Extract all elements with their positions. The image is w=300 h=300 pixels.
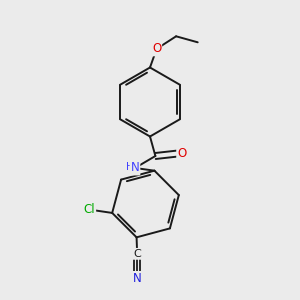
Text: H: H [126,162,134,172]
Text: Cl: Cl [84,203,95,216]
Text: N: N [133,272,142,285]
Text: N: N [130,161,140,175]
Text: C: C [133,249,141,259]
Text: O: O [177,147,186,160]
Text: O: O [152,42,161,56]
